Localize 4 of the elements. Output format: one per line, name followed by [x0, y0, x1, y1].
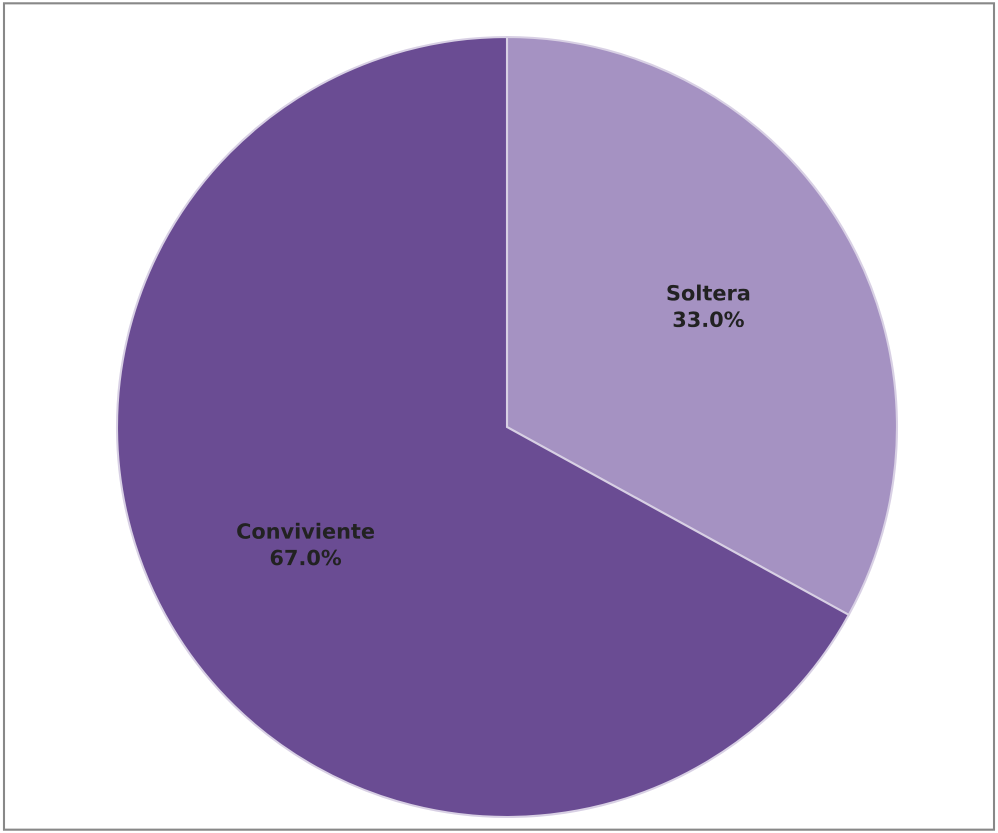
data-label: 67.0%	[270, 550, 342, 566]
data-label: 33.0%	[674, 311, 744, 328]
slice-label: Soltera	[667, 284, 750, 301]
slice-label: Conviviente	[237, 522, 374, 539]
